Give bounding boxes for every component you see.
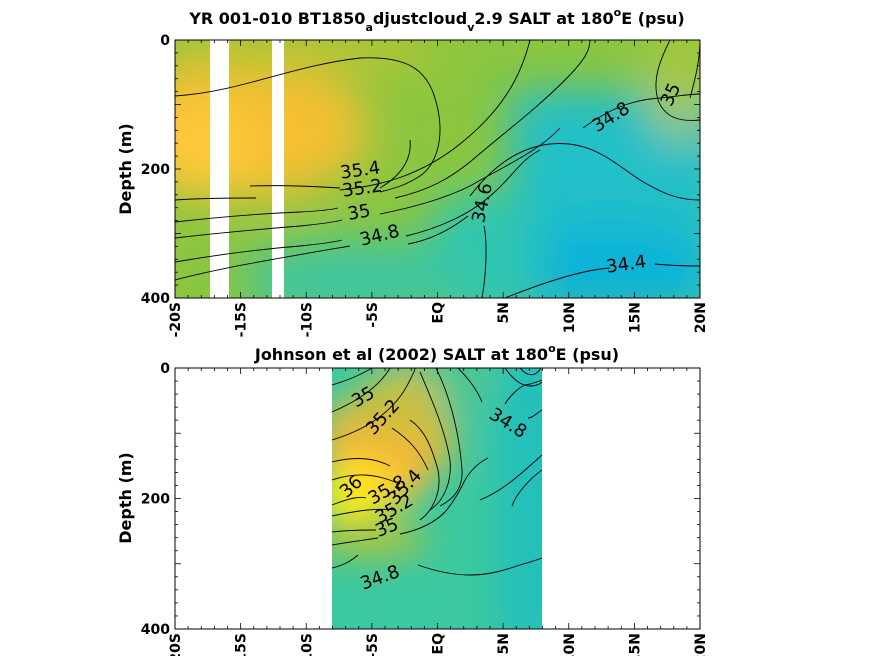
x-tick-label: EQ bbox=[431, 633, 447, 655]
x-tick-label: 10N bbox=[562, 302, 578, 333]
panel-bottom-title: Johnson et al (2002) SALT at 180oE (psu) bbox=[254, 342, 619, 364]
x-tick-label: -5S bbox=[365, 633, 381, 656]
x-tick-label: -20S bbox=[168, 633, 184, 656]
y-tick-label: 0 bbox=[160, 33, 170, 49]
panel-top: YR 001-010 BT1850adjustcloudv2.9 SALT at… bbox=[116, 6, 709, 337]
contours-bottom bbox=[332, 368, 542, 576]
y-tick-label: 0 bbox=[160, 361, 170, 377]
panel-top-title: YR 001-010 BT1850adjustcloudv2.9 SALT at… bbox=[188, 6, 684, 34]
x-tick-label: -10S bbox=[299, 633, 315, 656]
panel-bottom: Johnson et al (2002) SALT at 180oE (psu) bbox=[116, 342, 709, 656]
x-tick-label: 20N bbox=[693, 633, 709, 656]
x-tick-label: 5N bbox=[496, 302, 512, 323]
salinity-field-top bbox=[175, 40, 700, 298]
x-tick-label: -10S bbox=[299, 302, 315, 337]
contours-top bbox=[175, 40, 700, 298]
x-tick-label: 10N bbox=[562, 633, 578, 656]
ticks-bottom: -20S -15S -10S -5S EQ 5N 10N 15N 20N 0 200 400 bbox=[141, 361, 709, 656]
contour-label: 35 bbox=[346, 200, 372, 225]
x-tick-label: EQ bbox=[431, 302, 447, 324]
salinity-field-bottom bbox=[332, 368, 542, 629]
x-tick-label: 5N bbox=[496, 633, 512, 654]
y-axis-label-top: Depth (m) bbox=[116, 123, 135, 215]
x-tick-label: 15N bbox=[627, 302, 643, 333]
y-tick-label: 200 bbox=[141, 492, 170, 508]
ticks-top: -20S -15S -10S -5S EQ 5N 10N 15N 20N 0 200 400 bbox=[141, 33, 709, 337]
x-tick-label: 15N bbox=[627, 633, 643, 656]
x-tick-label: -15S bbox=[234, 302, 250, 337]
x-tick-label: -20S bbox=[168, 302, 184, 337]
x-tick-label: -15S bbox=[234, 633, 250, 656]
x-tick-label: 20N bbox=[693, 302, 709, 333]
missing-band-2 bbox=[272, 40, 284, 298]
missing-band-1 bbox=[210, 40, 229, 298]
y-tick-label: 400 bbox=[141, 291, 170, 307]
y-tick-label: 400 bbox=[141, 622, 170, 638]
x-tick-label: -5S bbox=[365, 302, 381, 328]
y-axis-label-bottom: Depth (m) bbox=[116, 452, 135, 544]
y-tick-label: 200 bbox=[141, 162, 170, 178]
